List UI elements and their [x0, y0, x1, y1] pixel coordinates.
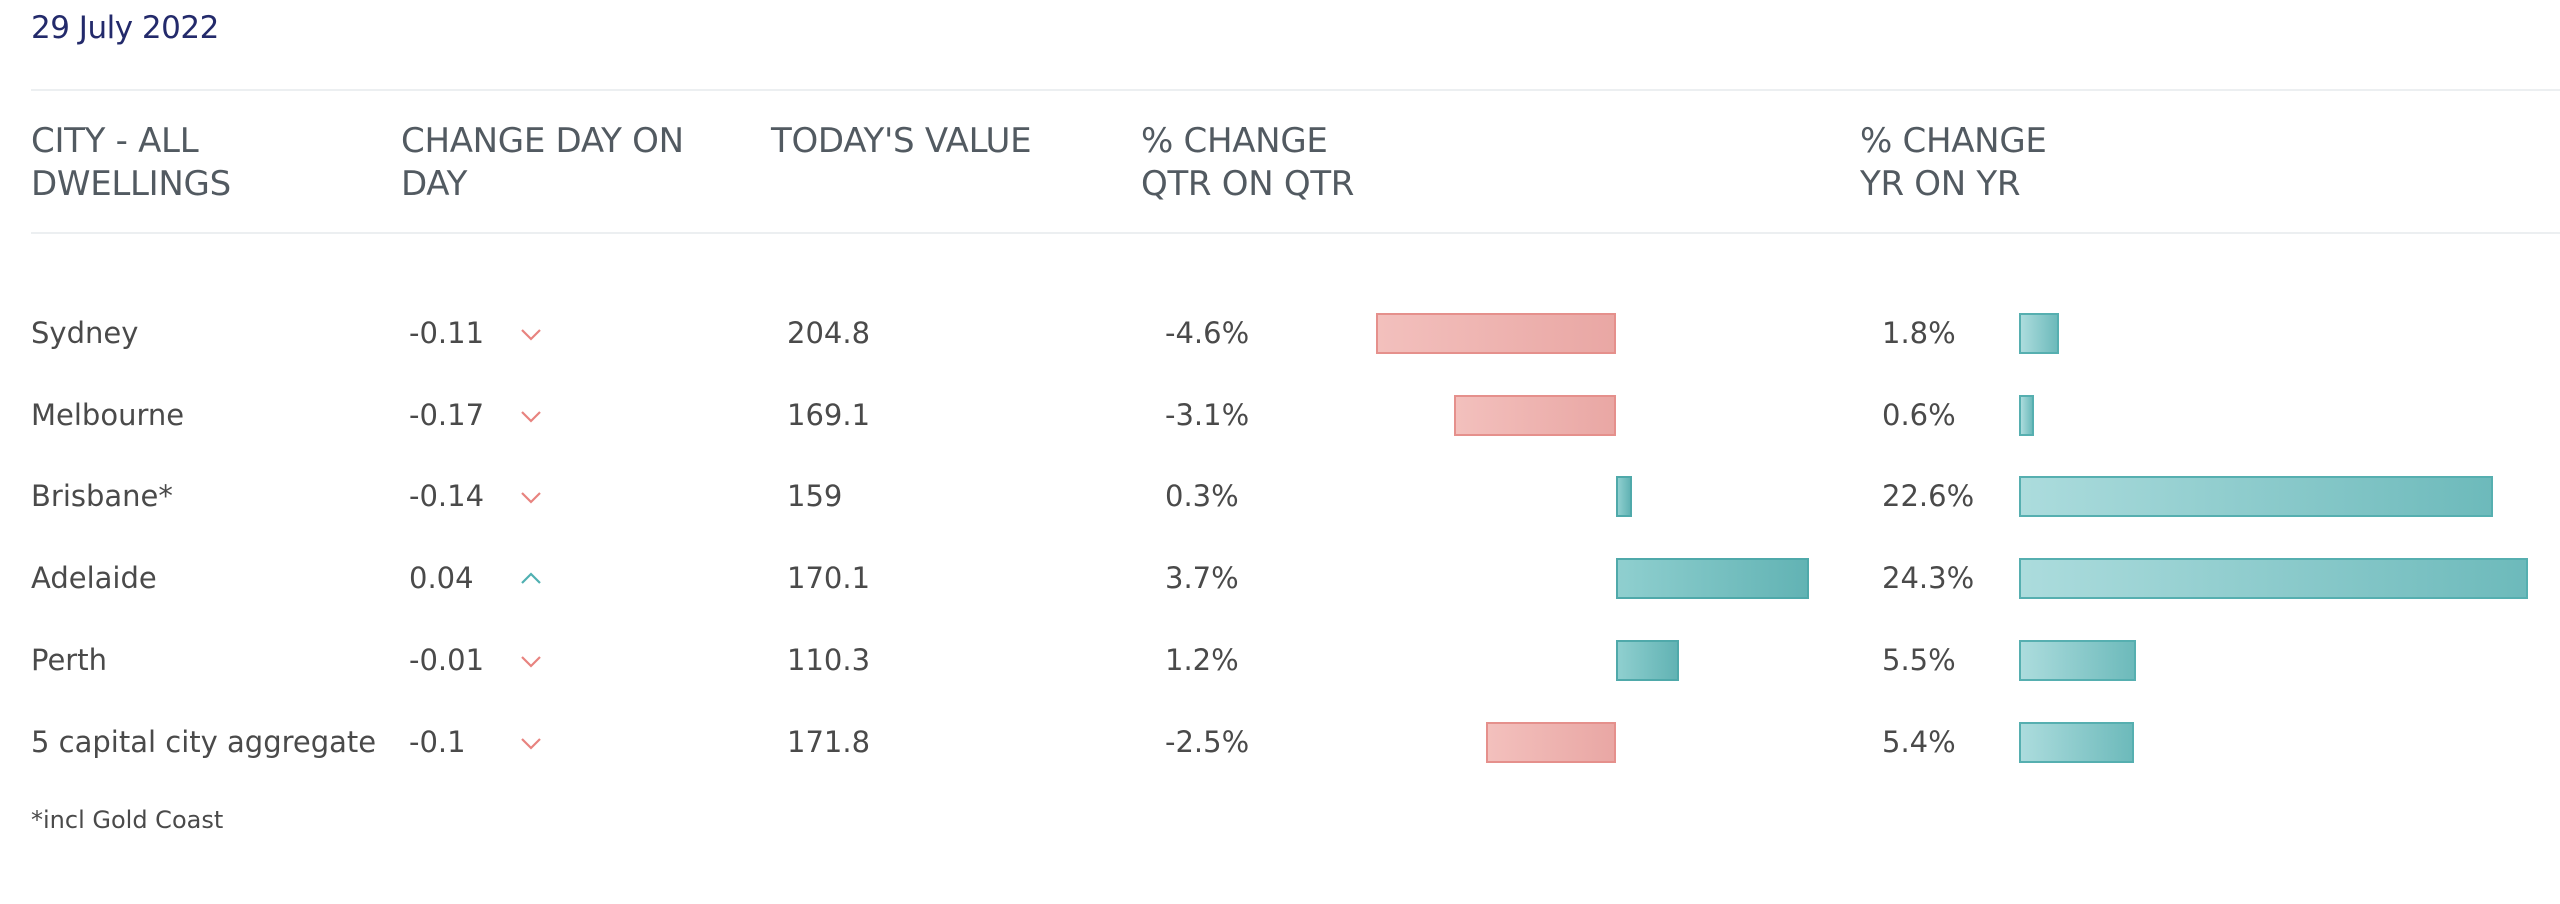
- header-change-yr-line1: % CHANGE: [1860, 121, 2047, 161]
- header-change-day: CHANGE DAY ON DAY: [401, 120, 684, 206]
- city-name: Perth: [31, 642, 107, 677]
- qtr-change-value: 0.3%: [1165, 479, 1239, 514]
- qtr-change-value: -3.1%: [1165, 397, 1250, 432]
- header-change-yr-line2: YR ON YR: [1860, 164, 2021, 204]
- chevron-down-icon: [521, 737, 541, 750]
- yr-change-bar: [2019, 313, 2059, 354]
- day-change-value: 0.04: [409, 561, 474, 596]
- top-divider: [31, 89, 2560, 91]
- todays-value: 204.8: [787, 316, 871, 350]
- header-change-yr: % CHANGE YR ON YR: [1860, 120, 2047, 206]
- header-city: CITY - ALL DWELLINGS: [31, 120, 231, 206]
- city-name: Sydney: [31, 316, 139, 350]
- header-change-qtr: % CHANGE QTR ON QTR: [1141, 120, 1354, 206]
- chevron-down-icon: [521, 329, 541, 341]
- table-row: Brisbane* -0.14 159 0.3% 22.6%: [0, 466, 2560, 526]
- report-date: 29 July 2022: [31, 10, 219, 46]
- chevron-down-icon: [521, 410, 541, 423]
- qtr-change-value: 1.2%: [1165, 642, 1239, 677]
- day-change-value: -0.11: [409, 316, 485, 350]
- qtr-change-bar: [1616, 639, 1679, 681]
- table-row: Sydney -0.11 204.8 -4.6% 1.8%: [0, 303, 2560, 363]
- city-name: 5 capital city aggregate: [31, 724, 377, 759]
- day-change-value: -0.14: [409, 479, 485, 514]
- qtr-change-bar: [1616, 558, 1810, 600]
- yr-change-bar: [2019, 639, 2136, 681]
- city-name: Adelaide: [31, 561, 157, 596]
- table-row: Adelaide 0.04 170.1 3.7% 24.3%: [0, 548, 2560, 608]
- todays-value: 171.8: [787, 724, 871, 759]
- yr-change-value: 0.6%: [1882, 397, 1956, 432]
- qtr-change-value: -4.6%: [1165, 316, 1250, 350]
- header-change-day-line2: DAY: [401, 164, 468, 204]
- yr-change-bar: [2019, 558, 2528, 600]
- city-name: Brisbane*: [31, 479, 173, 514]
- chevron-down-icon: [521, 492, 541, 504]
- header-change-qtr-line1: % CHANGE: [1141, 121, 1328, 161]
- table-row: 5 capital city aggregate -0.1 171.8 -2.5% 5.…: [0, 712, 2560, 772]
- footnote: *incl Gold Coast: [31, 806, 224, 834]
- yr-change-bar: [2019, 394, 2034, 436]
- chevron-down-icon: [521, 656, 541, 668]
- header-todays-value-line1: TODAY'S VALUE: [771, 121, 1032, 161]
- table-row: Perth -0.01 110.3 1.2% 5.5%: [0, 630, 2560, 690]
- header-city-line2: DWELLINGS: [31, 164, 231, 204]
- city-name: Melbourne: [31, 397, 185, 432]
- header-change-qtr-line2: QTR ON QTR: [1141, 164, 1355, 204]
- table-row: Melbourne -0.17 169.1 -3.1% 0.6%: [0, 385, 2560, 445]
- day-change-value: -0.01: [409, 642, 485, 677]
- header-city-line1: CITY - ALL: [31, 121, 199, 161]
- header-change-day-line1: CHANGE DAY ON: [401, 121, 684, 161]
- todays-value: 110.3: [787, 642, 871, 677]
- chevron-up-icon: [521, 572, 541, 584]
- todays-value: 169.1: [787, 397, 871, 432]
- todays-value: 159: [787, 479, 843, 514]
- qtr-change-bar: [1485, 721, 1616, 763]
- qtr-change-value: -2.5%: [1165, 724, 1250, 759]
- yr-change-value: 24.3%: [1882, 561, 1975, 596]
- yr-change-value: 5.5%: [1882, 642, 1956, 677]
- qtr-change-value: 3.7%: [1165, 561, 1239, 596]
- yr-change-bar: [2019, 476, 2494, 518]
- day-change-value: -0.1: [409, 724, 466, 759]
- qtr-change-bar: [1454, 394, 1616, 436]
- qtr-change-bar: [1375, 313, 1616, 354]
- day-change-value: -0.17: [409, 397, 485, 432]
- yr-change-value: 5.4%: [1882, 724, 1956, 759]
- yr-change-bar: [2019, 721, 2134, 763]
- qtr-change-bar: [1616, 476, 1632, 518]
- yr-change-value: 1.8%: [1882, 316, 1956, 350]
- todays-value: 170.1: [787, 561, 871, 596]
- header-todays-value: TODAY'S VALUE: [771, 120, 1032, 163]
- yr-change-value: 22.6%: [1882, 479, 1975, 514]
- header-divider: [31, 232, 2560, 234]
